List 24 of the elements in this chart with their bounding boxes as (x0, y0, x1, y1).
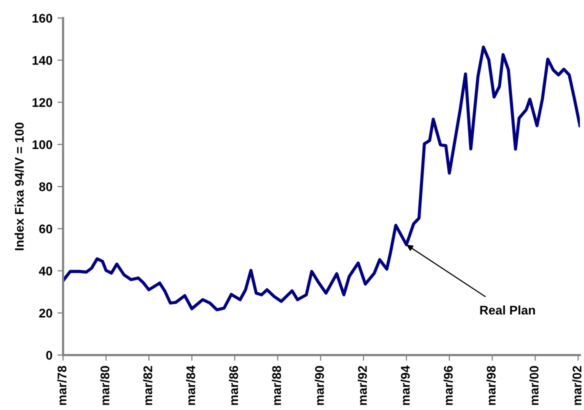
y-tick-label: 60 (39, 224, 52, 234)
x-tick-label: mar/00 (529, 366, 539, 405)
x-tick-label: mar/86 (228, 366, 238, 405)
y-tick-label: 100 (32, 140, 52, 150)
y-tick-label: 80 (39, 182, 52, 192)
y-tick-label: 120 (32, 98, 52, 107)
x-tick-label: mar/88 (272, 366, 282, 405)
x-tick-label: mar/92 (358, 366, 368, 405)
x-tick-label: mar/02 (572, 366, 582, 405)
y-tick-label: 20 (39, 308, 52, 318)
y-tick-label: 140 (32, 56, 52, 65)
x-tick-label: mar/96 (444, 366, 453, 405)
annotation: Real Plan (480, 305, 535, 315)
x-tick-label: mar/84 (186, 366, 196, 405)
y-tick-label: 0 (46, 350, 52, 360)
x-tick-label: mar/80 (100, 366, 110, 405)
y-axis-title: Index Fixa 94/IV = 100 (14, 122, 24, 250)
x-tick-label: mar/90 (314, 366, 324, 405)
x-tick-label: mar/82 (143, 366, 152, 405)
x-tick-label: mar/94 (400, 366, 410, 405)
x-tick-label: mar/98 (486, 366, 496, 405)
y-tick-label: 40 (38, 266, 52, 276)
y-tick-label: 160 (32, 14, 52, 23)
x-tick-label: mar/78 (57, 366, 67, 405)
